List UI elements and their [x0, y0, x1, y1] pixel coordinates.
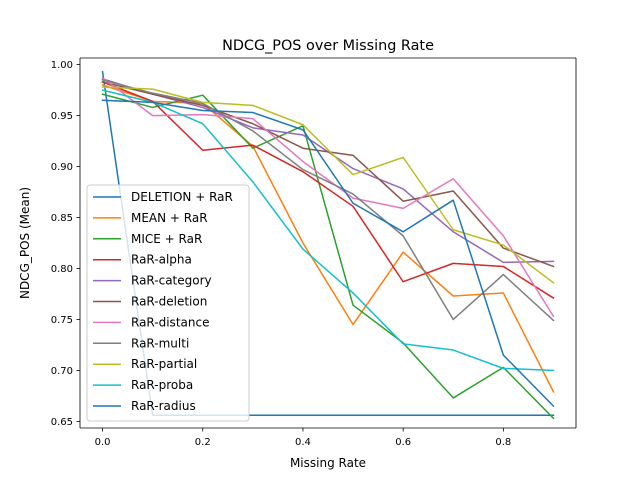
x-axis-label: Missing Rate [290, 456, 366, 470]
x-tick-label: 0.6 [395, 437, 411, 448]
legend-label: RaR-proba [131, 378, 193, 392]
series-line-rar-alpha [101, 80, 555, 300]
x-tick-label: 0.0 [95, 437, 111, 448]
legend-label: RaR-distance [131, 315, 209, 329]
legend-label: RaR-radius [131, 399, 196, 413]
series-line-mean-rar [101, 84, 555, 393]
y-tick-label: 0.90 [51, 162, 73, 173]
legend-label: RaR-category [131, 274, 212, 288]
axes-frame [79, 57, 577, 429]
series-line-rar-partial [101, 86, 555, 284]
legend: DELETION + RaR MEAN + RaR MICE + RaR RaR-al… [86, 184, 250, 422]
y-tick-label: 0.70 [51, 366, 73, 377]
legend-label: RaR-alpha [131, 253, 192, 267]
series-line-rar-multi [101, 78, 555, 322]
x-axis-ticks: 0.0 0.2 0.4 0.6 0.8 [95, 428, 511, 448]
y-axis-ticks: 0.65 0.70 0.75 0.80 0.85 0.90 0.95 1.00 [51, 60, 80, 428]
y-tick-label: 0.85 [51, 213, 73, 224]
y-tick-label: 0.80 [51, 264, 73, 275]
y-tick-label: 1.00 [51, 60, 73, 71]
x-tick-label: 0.2 [195, 437, 211, 448]
legend-label: MICE + RaR [131, 232, 202, 246]
y-axis-label: NDCG_POS (Mean) [18, 187, 32, 299]
series-line-rar-radius [101, 99, 555, 408]
series-line-rar-proba [101, 89, 555, 372]
x-tick-label: 0.4 [295, 437, 311, 448]
chart-title: NDCG_POS over Missing Rate [222, 38, 434, 54]
y-tick-label: 0.95 [51, 111, 73, 122]
legend-label: MEAN + RaR [131, 211, 208, 225]
legend-label: DELETION + RaR [131, 190, 233, 204]
legend-box [86, 184, 250, 422]
y-tick-label: 0.75 [51, 315, 73, 326]
series-line-rar-distance [101, 76, 555, 318]
legend-label: RaR-deletion [131, 295, 207, 309]
x-tick-label: 0.8 [495, 437, 511, 448]
y-tick-label: 0.65 [51, 417, 73, 428]
legend-label: RaR-partial [131, 357, 197, 371]
legend-entries: DELETION + RaR MEAN + RaR MICE + RaR RaR-al… [93, 190, 233, 413]
series-line-rar-deletion [101, 81, 555, 268]
series-layer [101, 70, 555, 420]
legend-label: RaR-multi [131, 336, 189, 350]
